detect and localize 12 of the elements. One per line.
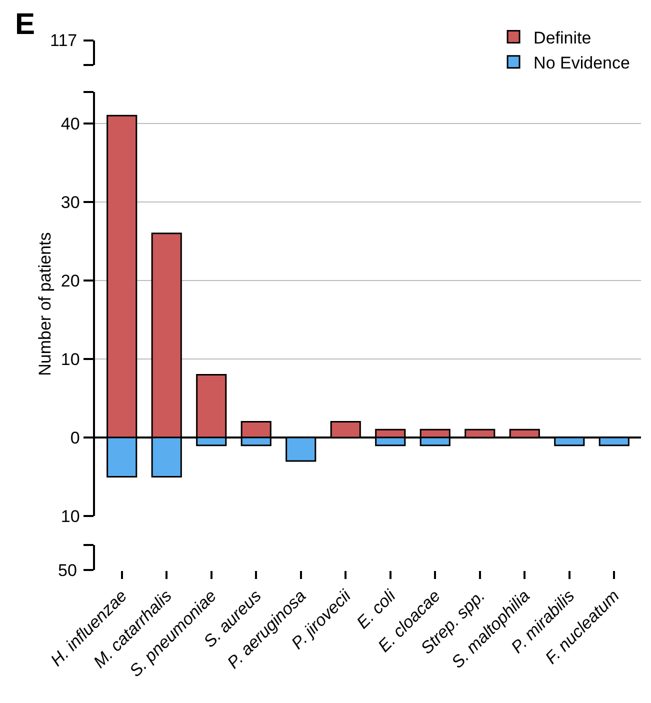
legend-label: Definite [534,28,592,48]
y-axis-title: Number of patients [36,232,54,376]
y-tick-label: 40 [60,114,80,134]
y-tick-label: 20 [60,271,80,290]
legend-label: No Evidence [534,53,630,72]
text: 117 [50,31,78,50]
y-tick-label: 30 [60,192,80,212]
y-tick-label: 10 [60,350,80,369]
text: 50 [58,561,77,580]
chart-title: E [15,8,36,41]
y-tick-label: 0 [70,428,80,448]
y-tick-label: 10 [60,506,80,526]
